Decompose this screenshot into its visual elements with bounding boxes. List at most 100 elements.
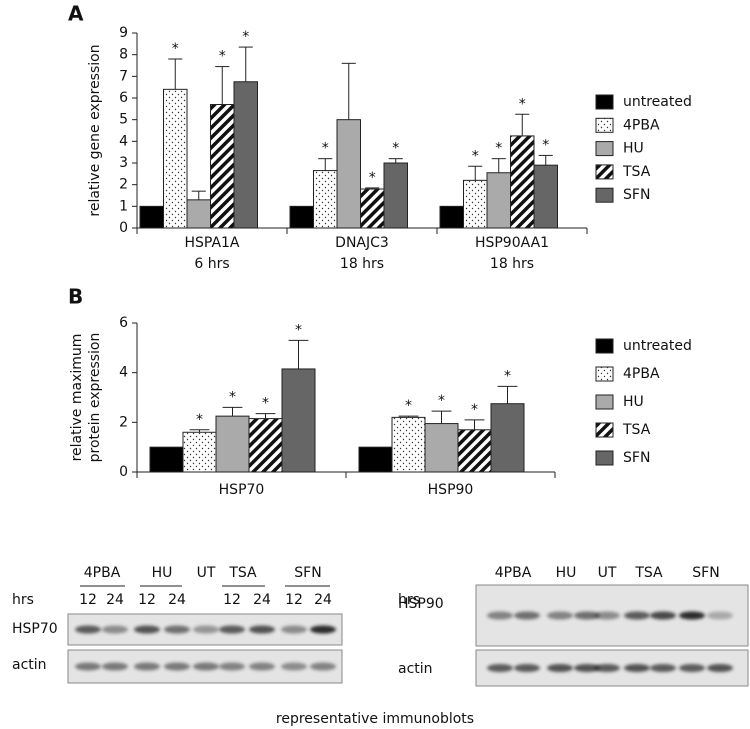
y-tick-label: 0 — [119, 220, 128, 236]
blot-band — [310, 662, 336, 671]
y-tick-label: 5 — [119, 112, 128, 128]
lane-group-label: UT — [197, 565, 216, 581]
blot-band — [679, 664, 705, 672]
lane-group-label: HU — [152, 565, 173, 581]
x-tick-sublabel: 18 hrs — [340, 256, 384, 272]
lane-group-label: SFN — [294, 565, 321, 581]
significance-marker: * — [392, 141, 399, 157]
lane-group-label: HU — [556, 565, 577, 581]
bar — [391, 416, 426, 473]
error-bar — [491, 158, 506, 173]
lane-group-label: 4PBA — [495, 565, 532, 581]
y-tick-label: 8 — [119, 47, 128, 63]
legend-swatch — [595, 117, 614, 133]
blot-band — [574, 664, 600, 672]
significance-marker: * — [405, 398, 412, 414]
blot-band — [134, 662, 160, 671]
error-bar — [365, 187, 380, 189]
legend-swatch — [595, 187, 614, 203]
bar — [463, 179, 488, 229]
time-label: 24 — [253, 592, 271, 608]
blot-band — [134, 625, 160, 634]
error-bar — [468, 165, 483, 181]
bar — [336, 119, 361, 229]
y-axis-label-line: protein expression — [87, 333, 103, 463]
significance-marker: * — [438, 393, 445, 409]
y-tick-label: 6 — [119, 90, 128, 106]
blot-row-label: actin — [12, 657, 47, 673]
blot-row-label: HSP70 — [12, 621, 58, 637]
significance-marker: * — [219, 49, 226, 65]
bar — [182, 431, 217, 473]
significance-marker: * — [196, 412, 203, 428]
caption: representative immunoblots — [276, 711, 474, 727]
blot-band — [75, 662, 101, 671]
blot-band — [249, 625, 275, 634]
blot-band — [310, 625, 336, 634]
blot-band — [102, 662, 128, 671]
error-bar — [341, 62, 356, 120]
blot-band — [707, 664, 733, 672]
lane-group-label: SFN — [692, 565, 719, 581]
y-axis-label-line: relative maximum — [69, 334, 85, 462]
bar — [233, 81, 258, 229]
y-axis-label-line: relative gene expression — [87, 44, 103, 216]
blot-band — [514, 611, 540, 620]
x-tick-sublabel: 18 hrs — [490, 256, 534, 272]
blot-band — [102, 625, 128, 634]
blot-band — [624, 664, 650, 672]
legend-swatch — [595, 422, 614, 438]
legend-label: untreated — [623, 338, 692, 354]
bar — [457, 429, 492, 473]
error-bar — [222, 406, 243, 417]
blot-band — [75, 625, 101, 634]
time-label: 12 — [285, 592, 303, 608]
time-label: 12 — [138, 592, 156, 608]
bar — [439, 205, 464, 229]
legend-swatch — [595, 164, 614, 180]
blot-row-label: actin — [398, 661, 433, 677]
blot-band — [281, 625, 307, 634]
error-bar — [238, 46, 253, 82]
blot-band — [164, 662, 190, 671]
significance-marker: * — [542, 137, 549, 153]
time-label: 12 — [223, 592, 241, 608]
blot-band — [679, 611, 705, 620]
significance-marker: * — [295, 322, 302, 338]
error-bar — [497, 385, 518, 404]
blot-band — [164, 625, 190, 634]
error-bar — [515, 113, 530, 136]
legend-swatch — [595, 366, 614, 382]
legend-label: untreated — [623, 94, 692, 110]
bar — [163, 88, 188, 229]
bar — [383, 162, 408, 229]
error-bar — [464, 419, 485, 430]
lane-group-label: TSA — [228, 565, 257, 581]
time-label: 24 — [314, 592, 332, 608]
bar — [358, 446, 393, 473]
legend-label: TSA — [622, 422, 651, 438]
y-tick-label: 4 — [119, 133, 128, 149]
hours-label: hrs — [12, 592, 34, 608]
legend-label: SFN — [623, 450, 650, 466]
significance-marker: * — [471, 402, 478, 418]
blot-band — [219, 625, 245, 634]
error-bar — [538, 154, 553, 166]
significance-marker: * — [369, 170, 376, 186]
y-tick-label: 7 — [119, 68, 128, 84]
bar — [533, 164, 558, 229]
blot-band — [574, 611, 600, 620]
x-tick-label: HSP90AA1 — [475, 235, 549, 251]
legend-label: TSA — [622, 164, 651, 180]
y-tick-label: 1 — [119, 198, 128, 214]
x-tick-label: DNAJC3 — [335, 235, 389, 251]
significance-marker: * — [495, 141, 502, 157]
bar — [510, 135, 535, 229]
panel-label: B — [68, 285, 83, 309]
significance-marker: * — [242, 29, 249, 45]
y-tick-label: 9 — [119, 25, 128, 41]
error-bar — [288, 339, 309, 369]
hours-label: hrs — [398, 592, 420, 608]
time-label: 24 — [106, 592, 124, 608]
y-tick-label: 3 — [119, 155, 128, 171]
